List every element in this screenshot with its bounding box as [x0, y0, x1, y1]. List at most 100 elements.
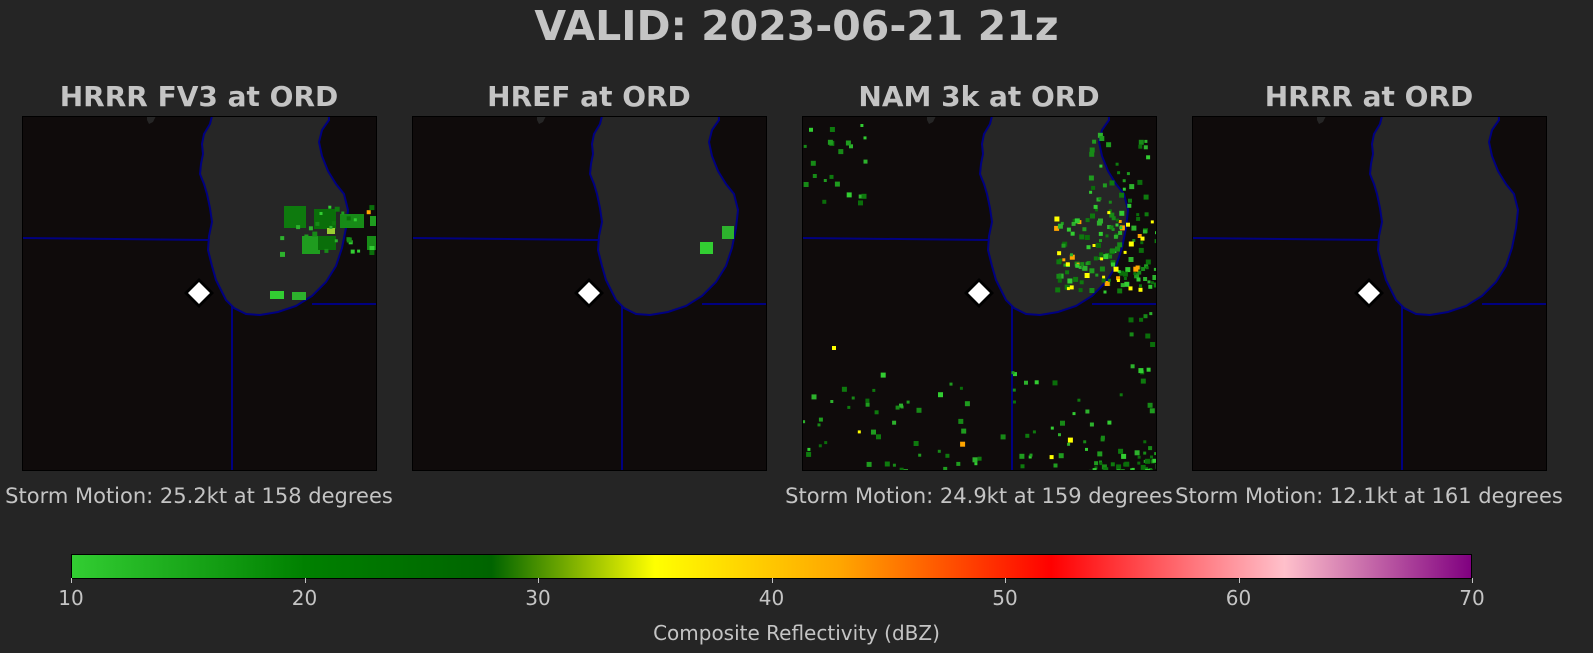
reflectivity-cell — [1145, 333, 1151, 339]
reflectivity-cell — [1134, 273, 1140, 279]
reflectivity-cell — [319, 212, 323, 215]
reflectivity-cell — [892, 463, 896, 467]
reflectivity-cell — [1130, 364, 1135, 369]
reflectivity-cell — [899, 467, 904, 471]
reflectivity-cell — [1119, 225, 1125, 231]
colorbar-tick-mark — [1472, 578, 1473, 583]
reflectivity-cell — [1124, 281, 1130, 287]
reflectivity-cell — [700, 242, 713, 254]
reflectivity-cell — [1089, 190, 1093, 194]
reflectivity-cell — [1091, 185, 1096, 190]
reflectivity-cell — [1098, 256, 1102, 260]
reflectivity-cell — [1128, 198, 1132, 203]
reflectivity-cell — [1137, 234, 1142, 238]
diamond-icon — [1354, 278, 1384, 308]
reflectivity-cell — [1128, 241, 1134, 247]
reflectivity-cell — [1024, 380, 1028, 385]
map-panel-href — [412, 116, 767, 471]
reflectivity-cell — [829, 174, 834, 179]
reflectivity-cell — [1057, 223, 1063, 229]
reflectivity-cell — [1099, 266, 1105, 272]
reflectivity-cell — [1146, 155, 1151, 160]
reflectivity-cell — [1148, 284, 1153, 289]
reflectivity-cell — [832, 346, 836, 350]
reflectivity-cell — [972, 457, 978, 463]
reflectivity-cell — [876, 434, 881, 440]
reflectivity-cell — [1145, 266, 1149, 270]
reflectivity-cell — [1062, 258, 1066, 262]
reflectivity-cell — [369, 250, 375, 255]
map-frame — [22, 116, 377, 471]
colorbar-tick-label: 40 — [758, 586, 785, 610]
reflectivity-cell — [353, 218, 357, 222]
reflectivity-cell — [1079, 280, 1084, 285]
reflectivity-cell — [1058, 433, 1061, 437]
reflectivity-cell — [1025, 433, 1030, 438]
reflectivity-cell — [1092, 468, 1097, 471]
reflectivity-cell — [1099, 164, 1103, 168]
panel-title-href: HREF at ORD — [487, 80, 691, 113]
reflectivity-cell — [938, 392, 943, 398]
reflectivity-cell — [1138, 144, 1143, 149]
reflectivity-cell — [880, 372, 886, 378]
reflectivity-cell — [802, 420, 806, 424]
reflectivity-cell — [1127, 203, 1132, 208]
reflectivity-cell — [1111, 262, 1115, 267]
reflectivity-cell — [1013, 400, 1016, 404]
diamond-icon — [574, 278, 604, 308]
reflectivity-cell — [1107, 420, 1112, 425]
reflectivity-cell — [977, 456, 982, 461]
reflectivity-cell — [1143, 451, 1147, 455]
reflectivity-cell — [1109, 212, 1115, 218]
reflectivity-cell — [1069, 254, 1075, 260]
reflectivity-cell — [937, 449, 941, 453]
reflectivity-cell — [1121, 453, 1127, 459]
reflectivity-cell — [1066, 287, 1070, 291]
reflectivity-cell — [1050, 426, 1054, 430]
reflectivity-cell — [1145, 468, 1151, 471]
reflectivity-cell — [1116, 218, 1119, 222]
reflectivity-cell — [1126, 172, 1130, 176]
colorbar-tick-mark — [772, 578, 773, 583]
reflectivity-cell — [1088, 175, 1094, 181]
reflectivity-cell — [1099, 460, 1102, 464]
reflectivity-cell — [809, 127, 813, 132]
reflectivity-cell — [324, 248, 329, 253]
reflectivity-cell — [847, 405, 851, 409]
reflectivity-cell — [1057, 251, 1062, 256]
reflectivity-cell — [1074, 218, 1080, 224]
reflectivity-cell — [956, 461, 961, 466]
reflectivity-cell — [1055, 287, 1061, 293]
reflectivity-cell — [1123, 277, 1127, 280]
reflectivity-cell — [331, 221, 336, 226]
reflectivity-cell — [834, 181, 840, 187]
reflectivity-cell — [958, 418, 964, 424]
reflectivity-cell — [916, 407, 922, 413]
reflectivity-cell — [1082, 227, 1087, 232]
reflectivity-cell — [1069, 285, 1074, 290]
reflectivity-cell — [1138, 368, 1144, 374]
reflectivity-cell — [906, 400, 910, 404]
reflectivity-cell — [292, 292, 306, 300]
reflectivity-cell — [1063, 263, 1067, 267]
reflectivity-cell — [1136, 277, 1141, 282]
reflectivity-cell — [1094, 466, 1098, 470]
reflectivity-cell — [1099, 462, 1103, 466]
reflectivity-cell — [829, 127, 835, 132]
reflectivity-cell — [1085, 447, 1088, 451]
reflectivity-cell — [370, 216, 377, 226]
reflectivity-cell — [817, 423, 821, 427]
reflectivity-cell — [1149, 312, 1153, 316]
reflectivity-cell — [1154, 239, 1157, 244]
reflectivity-cell — [1148, 446, 1153, 451]
reflectivity-cell — [1075, 263, 1080, 268]
reflectivity-cell — [1058, 453, 1064, 459]
colorbar-tick-label: 30 — [525, 586, 551, 610]
reflectivity-cell — [1028, 455, 1032, 459]
reflectivity-cell — [824, 441, 828, 445]
reflectivity-cell — [1131, 467, 1135, 471]
reflectivity-cell — [1143, 145, 1148, 150]
reflectivity-cell — [860, 124, 864, 127]
reflectivity-cell — [849, 144, 853, 149]
colorbar-tick-label: 20 — [291, 586, 318, 610]
